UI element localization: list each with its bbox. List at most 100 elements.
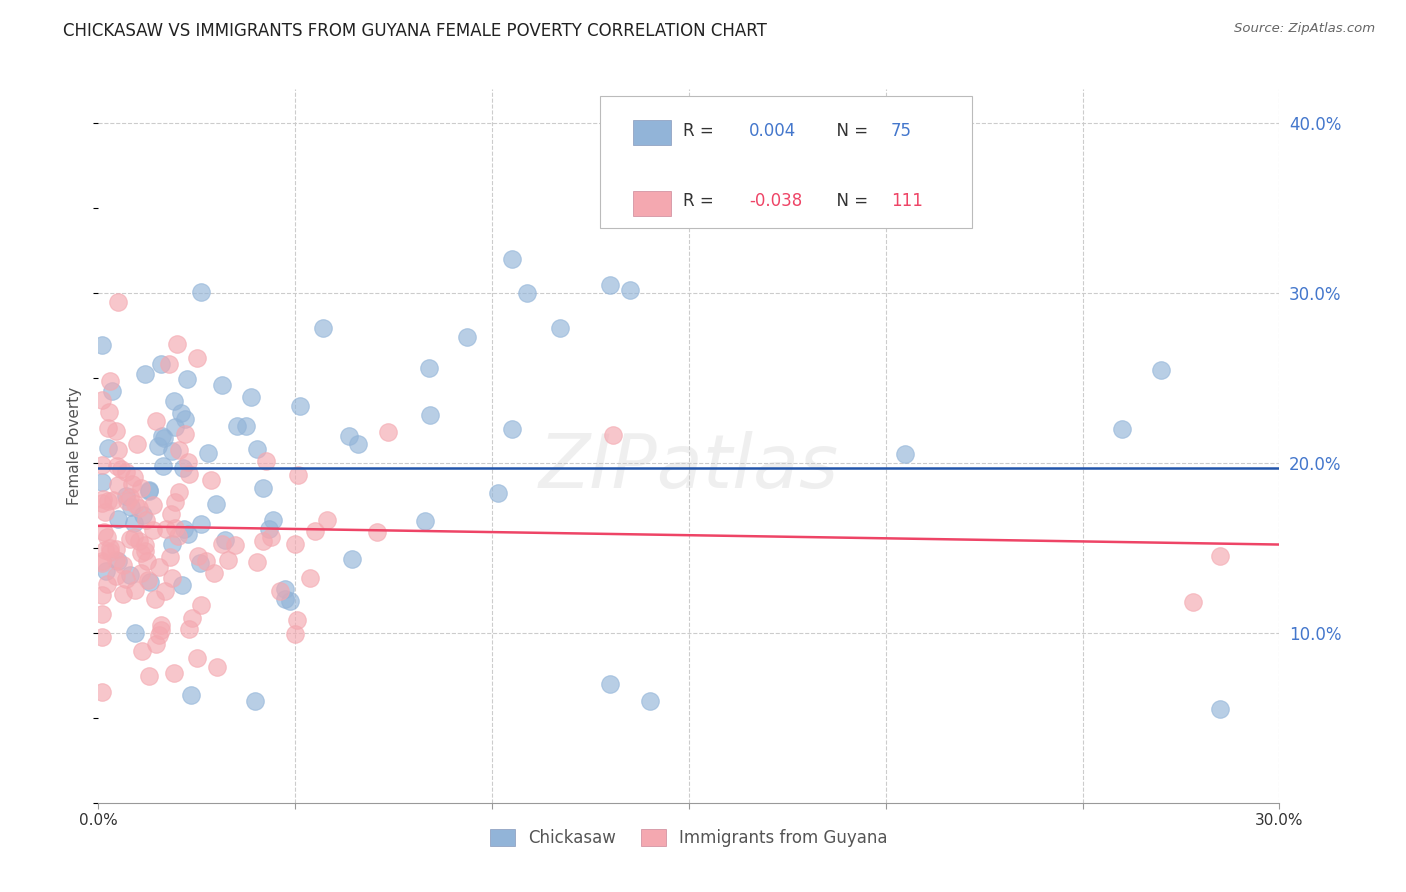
Point: [894, 448, 917, 462]
Point: [169, 484, 191, 499]
Point: [170, 578, 193, 592]
Point: [177, 527, 200, 541]
Point: [179, 467, 201, 482]
Point: [112, 558, 135, 573]
Point: [91, 607, 114, 621]
Point: [190, 599, 212, 613]
Point: [252, 481, 274, 495]
Point: [337, 429, 360, 443]
Point: [142, 523, 165, 537]
Point: [105, 425, 128, 439]
Point: [96, 577, 118, 591]
Point: [205, 660, 228, 674]
Point: [132, 508, 155, 522]
Point: [217, 553, 239, 567]
Point: [153, 432, 176, 446]
Point: [200, 474, 222, 488]
Point: [235, 419, 257, 434]
Point: [211, 537, 233, 551]
Point: [136, 574, 159, 588]
Point: [180, 688, 202, 702]
Point: [211, 378, 233, 392]
Point: [501, 252, 523, 266]
Legend: Chickasaw, Immigrants from Guyana: Chickasaw, Immigrants from Guyana: [482, 821, 896, 855]
Point: [138, 484, 160, 499]
Point: [599, 277, 621, 292]
Point: [91, 492, 114, 507]
Point: [94, 505, 117, 519]
Text: 0.004: 0.004: [749, 121, 796, 139]
Point: [127, 437, 149, 451]
Point: [177, 455, 200, 469]
Point: [170, 406, 193, 420]
Point: [152, 458, 174, 473]
Point: [315, 513, 337, 527]
Point: [285, 613, 308, 627]
Point: [486, 486, 509, 500]
Point: [278, 594, 301, 608]
Text: -0.038: -0.038: [749, 193, 803, 211]
Point: [163, 419, 186, 434]
Point: [160, 537, 183, 551]
Point: [148, 559, 170, 574]
Point: [138, 669, 160, 683]
Point: [246, 442, 269, 456]
Point: [181, 611, 204, 625]
Point: [107, 554, 129, 568]
Point: [194, 554, 217, 568]
Point: [260, 530, 283, 544]
Point: [1111, 422, 1133, 436]
Point: [101, 492, 124, 507]
Point: [91, 588, 114, 602]
Point: [97, 441, 120, 455]
FancyBboxPatch shape: [634, 120, 671, 145]
Text: R =: R =: [683, 193, 718, 211]
Point: [284, 627, 307, 641]
Point: [122, 530, 145, 544]
Point: [697, 159, 720, 173]
Point: [98, 541, 121, 555]
Point: [118, 568, 141, 582]
Point: [107, 294, 129, 309]
Point: [204, 497, 226, 511]
Point: [173, 522, 195, 536]
Point: [226, 418, 249, 433]
Point: [145, 637, 167, 651]
Point: [186, 651, 208, 665]
Point: [107, 443, 129, 458]
Point: [128, 500, 150, 515]
Text: N =: N =: [825, 193, 873, 211]
Point: [131, 481, 153, 495]
Point: [139, 574, 162, 589]
Point: [224, 538, 246, 552]
Point: [124, 516, 146, 530]
Point: [159, 550, 181, 565]
Point: [128, 533, 150, 548]
Text: 75: 75: [891, 121, 912, 139]
Point: [516, 286, 538, 301]
Point: [179, 622, 201, 636]
Point: [214, 533, 236, 548]
Point: [153, 583, 176, 598]
Point: [122, 470, 145, 484]
Point: [274, 582, 297, 596]
Point: [135, 554, 157, 568]
Point: [148, 628, 170, 642]
Text: 111: 111: [891, 193, 922, 211]
Point: [413, 514, 436, 528]
Point: [304, 524, 326, 538]
Point: [186, 351, 208, 365]
Point: [107, 512, 129, 526]
Text: Source: ZipAtlas.com: Source: ZipAtlas.com: [1234, 22, 1375, 36]
Point: [131, 566, 153, 581]
Point: [91, 475, 114, 490]
Text: CHICKASAW VS IMMIGRANTS FROM GUYANA FEMALE POVERTY CORRELATION CHART: CHICKASAW VS IMMIGRANTS FROM GUYANA FEMA…: [63, 22, 768, 40]
Point: [347, 436, 370, 450]
Point: [105, 458, 128, 473]
Point: [111, 587, 134, 601]
Point: [197, 445, 219, 459]
Point: [98, 405, 121, 419]
Point: [91, 630, 114, 644]
Point: [135, 513, 157, 527]
Point: [160, 571, 183, 585]
